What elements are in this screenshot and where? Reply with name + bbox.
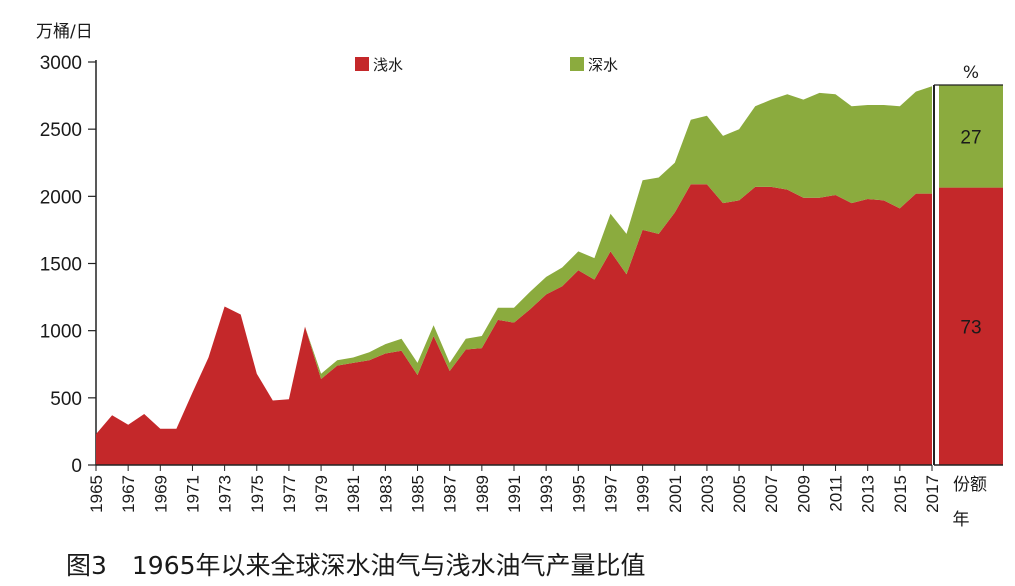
x-axis-unit-label: 年 [953, 510, 970, 530]
share-bar-segment [939, 187, 1003, 465]
share-unit-label: % [963, 63, 979, 83]
x-tick-label: 1973 [216, 475, 235, 513]
legend-swatch [570, 57, 584, 71]
area-series-deep-water [96, 86, 932, 435]
area-series-shallow-water [96, 184, 932, 465]
legend-label: 深水 [588, 56, 618, 74]
x-tick-label: 1999 [634, 475, 653, 513]
y-tick-label: 2500 [40, 120, 82, 141]
x-tick-label: 2005 [730, 475, 749, 513]
x-tick-label: 2003 [698, 475, 717, 513]
x-tick-label: 1985 [409, 475, 428, 513]
x-tick-label: 2013 [859, 475, 878, 513]
x-tick-label: 2015 [891, 475, 910, 513]
x-tick-label: 1975 [248, 475, 267, 513]
x-tick-label: 2001 [666, 475, 685, 513]
y-tick-label: 500 [50, 389, 82, 410]
legend-swatch [355, 57, 369, 71]
y-tick-label: 1000 [40, 322, 82, 343]
x-tick-label: 1969 [151, 475, 170, 513]
y-tick-label: 3000 [40, 53, 82, 74]
legend: 浅水 深水 [355, 56, 618, 74]
x-tick-label: 1993 [537, 475, 556, 513]
figure-caption: 图3 1965年以来全球深水油气与浅水油气产量比值 [66, 551, 646, 580]
y-tick-label: 0 [71, 456, 82, 477]
x-tick-label: 1997 [601, 475, 620, 513]
x-tick-label: 1979 [312, 475, 331, 513]
share-x-label: 份额 [953, 475, 987, 495]
x-tick-label: 1995 [569, 475, 588, 513]
x-tick-label: 1967 [119, 475, 138, 513]
share-panel: 73 27% 份额年 [933, 63, 1003, 530]
legend-label: 浅水 [373, 56, 403, 74]
x-tick-label: 2011 [827, 475, 846, 512]
x-tick-label: 1991 [505, 475, 524, 513]
x-tick-label: 1981 [344, 475, 363, 513]
x-tick-label: 1971 [183, 475, 202, 513]
x-tick-label: 1983 [376, 475, 395, 513]
y-tick-label: 1500 [40, 255, 82, 276]
x-axis-ticks: 1965 1967 1969 1971 1973 1975 1977 1979 1981 1983… [87, 465, 942, 513]
x-tick-label: 2017 [923, 475, 942, 513]
y-axis-ticks: 0 500 1000 1500 2000 2500 3000 [40, 53, 97, 477]
x-tick-label: 1989 [473, 475, 492, 513]
x-tick-label: 1987 [441, 475, 460, 513]
x-tick-label: 1965 [87, 475, 106, 513]
y-tick-label: 2000 [40, 187, 82, 208]
x-tick-label: 2007 [762, 475, 781, 513]
x-tick-label: 2009 [794, 475, 813, 513]
share-value-label: 27 [960, 127, 981, 148]
share-value-label: 73 [960, 317, 981, 338]
x-tick-label: 1977 [280, 475, 299, 513]
plot-area [96, 86, 932, 466]
share-bar-segment [939, 85, 1003, 188]
y-axis-unit-label: 万桶/日 [36, 22, 93, 42]
